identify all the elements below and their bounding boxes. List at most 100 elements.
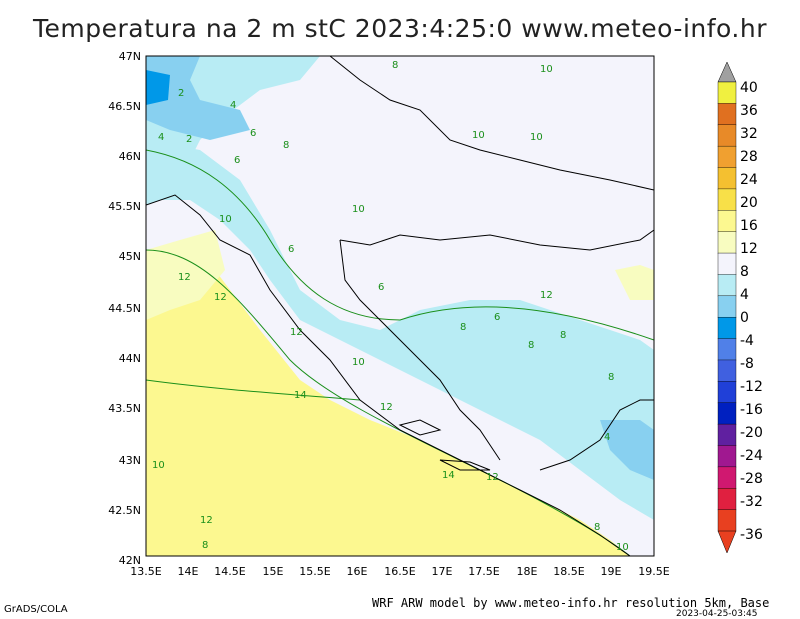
contour-line-14: [146, 379, 361, 401]
longitude-axis: 13.5E 14E 14.5E 15E 15.5E 16E 16.5E 17E …: [130, 565, 669, 578]
contour-label: 12: [540, 290, 553, 301]
contour-label: 4: [158, 132, 164, 143]
colorbar-cell: [717, 509, 737, 532]
lon-label: 13.5E: [130, 565, 161, 578]
colorbar-cells: [717, 81, 737, 532]
colorbar-cell: [717, 188, 737, 211]
colorbar-cell: [717, 316, 737, 340]
colorbar-label: -36: [740, 527, 763, 543]
contour-label: 12: [290, 327, 303, 338]
contour-label: 12: [214, 292, 227, 303]
border-montenegro: [539, 399, 654, 471]
colorbar-label: 8: [740, 264, 749, 280]
issue-date: 2023-04-25-03:45: [676, 609, 758, 619]
lat-label: 47N: [119, 50, 141, 63]
colorbar-cell: [717, 488, 737, 511]
contour-label: 8: [528, 340, 534, 351]
contour-label: 2: [186, 134, 192, 145]
contour-label: 2: [178, 88, 184, 99]
temperature-fields: [146, 56, 654, 556]
contour-label: 6: [234, 155, 240, 166]
colorbar-cell: [717, 466, 737, 489]
model-credit: WRF ARW model by www.meteo-info.hr resol…: [372, 596, 770, 610]
contour-label: 6: [250, 128, 256, 139]
contour-label: 8: [392, 60, 398, 71]
lon-label: 19.5E: [638, 565, 669, 578]
lon-label: 15E: [263, 565, 284, 578]
map-frame: [145, 55, 655, 557]
contour-label: 8: [560, 330, 566, 341]
lon-label: 15.5E: [299, 565, 330, 578]
lon-label: 18.5E: [553, 565, 584, 578]
colorbar-cell: [717, 252, 737, 275]
contour-label: 6: [378, 282, 384, 293]
colorbar-cell: [717, 231, 737, 254]
colorbar-cell: [717, 274, 737, 297]
contour-label: 4: [604, 432, 610, 443]
latitude-axis: 47N 46.5N 46N 45.5N 45N 44.5N 44N 43.5N …: [108, 50, 141, 567]
border-bih: [339, 239, 501, 461]
border-sava: [339, 229, 654, 251]
zone-12-16: [146, 250, 630, 556]
lat-label: 43.5N: [108, 402, 141, 415]
zone-minus4-0: [146, 70, 170, 105]
colorbar-cell: [717, 359, 737, 382]
colorbar-label: 36: [740, 103, 758, 119]
contour-label: 8: [202, 540, 208, 551]
colorbar-label: 4: [740, 287, 749, 303]
zone-12-16-east: [615, 265, 654, 300]
lat-label: 45.5N: [108, 200, 141, 213]
colorbar-label: 0: [740, 310, 749, 326]
colorbar-label: 20: [740, 195, 758, 211]
contour-label: 4: [230, 100, 236, 111]
contour-label: 10: [352, 357, 365, 368]
contour-line-12: [146, 249, 631, 556]
lon-label: 18E: [517, 565, 538, 578]
lon-label: 14E: [178, 565, 199, 578]
colorbar-label: 40: [740, 80, 758, 96]
colorbar-label: 16: [740, 218, 758, 234]
lon-label: 17E: [432, 565, 453, 578]
lat-label: 44N: [119, 352, 141, 365]
lat-label: 44.5N: [108, 302, 141, 315]
contour-label: 12: [486, 472, 499, 483]
contour-label: 8: [283, 140, 289, 151]
colorbar-cell: [717, 124, 737, 147]
lon-label: 16.5E: [384, 565, 415, 578]
colorbar-cell: [717, 445, 737, 468]
contour-label: 10: [530, 132, 543, 143]
contour-labels: 2 4 2 6 4 8 6 10 8 10 10 10 12 12 10 6 6…: [152, 60, 629, 553]
colorbar-top-arrow: [717, 61, 737, 83]
border-north: [329, 56, 654, 191]
zone-4-8: [146, 140, 654, 520]
contour-label: 12: [380, 402, 393, 413]
lon-label: 19E: [601, 565, 622, 578]
colorbar-cell: [717, 167, 737, 190]
lon-label: 14.5E: [214, 565, 245, 578]
chart-title: Temperatura na 2 m stC 2023:4:25:0 www.m…: [33, 14, 767, 43]
colorbar-label: -8: [740, 356, 754, 372]
lat-label: 42.5N: [108, 504, 141, 517]
colorbar-label: -4: [740, 333, 754, 349]
contour-label: 8: [608, 372, 614, 383]
contour-label: 12: [178, 272, 191, 283]
contour-label: 10: [540, 64, 553, 75]
colorbar-label: 32: [740, 126, 758, 142]
lat-label: 45N: [119, 250, 141, 263]
colorbar-label: -32: [740, 494, 763, 510]
colorbar-cell: [717, 81, 737, 104]
colorbar: 40 36 32 28 24 20 16 12 8 4 0 -4 -8 -12 …: [717, 61, 763, 554]
contour-label: 12: [200, 515, 213, 526]
coastline: [146, 194, 631, 556]
colorbar-cell: [717, 295, 737, 318]
colorbar-label: -28: [740, 471, 763, 487]
grads-credit: GrADS/COLA: [4, 604, 68, 615]
lat-label: 46N: [119, 150, 141, 163]
colorbar-label: -20: [740, 425, 763, 441]
colorbar-cell: [717, 338, 737, 361]
colorbar-cell: [717, 103, 737, 126]
colorbar-label: 24: [740, 172, 758, 188]
contour-label: 10: [352, 204, 365, 215]
lat-label: 42N: [119, 554, 141, 567]
